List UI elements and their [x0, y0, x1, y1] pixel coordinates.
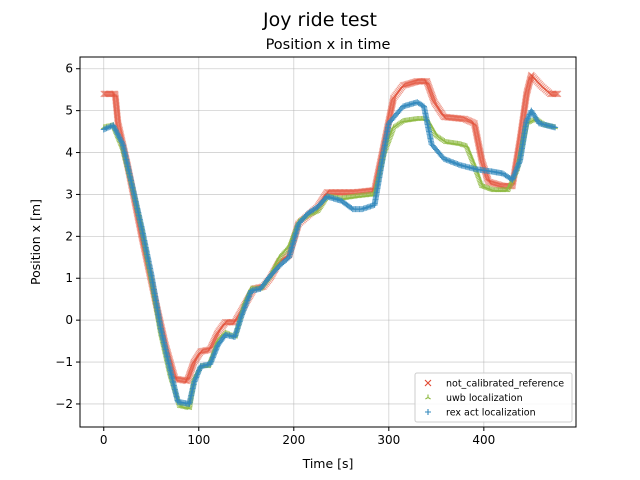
- data-point: [523, 118, 530, 125]
- y-tick-label: 5: [65, 104, 73, 118]
- data-point: [525, 114, 532, 121]
- series-3: [100, 99, 559, 407]
- legend-label: rex act localization: [446, 408, 536, 419]
- x-tick-label: 200: [282, 433, 305, 447]
- y-tick-label: 3: [65, 187, 73, 201]
- series-1: [100, 71, 562, 385]
- data-point: [100, 126, 107, 133]
- data-point: [196, 366, 203, 373]
- data-point: [119, 139, 126, 146]
- data-point: [192, 375, 199, 382]
- data-point: [104, 124, 111, 131]
- data-point: [115, 133, 122, 140]
- legend-marker: [425, 409, 431, 415]
- data-point: [117, 137, 124, 144]
- y-tick-label: −2: [55, 397, 73, 411]
- data-point: [116, 134, 123, 141]
- data-point: [114, 130, 121, 137]
- data-point: [110, 122, 117, 129]
- y-tick-label: −1: [55, 355, 73, 369]
- data-point: [103, 125, 110, 132]
- data-point: [525, 112, 532, 119]
- data-point: [193, 373, 200, 380]
- x-tick-label: 100: [187, 433, 210, 447]
- y-tick-label: 1: [65, 271, 73, 285]
- y-tick-label: 6: [65, 62, 73, 76]
- chart-suptitle: Joy ride test: [262, 9, 377, 31]
- y-axis-label: Position x [m]: [28, 199, 43, 285]
- x-tick-label: 0: [100, 433, 108, 447]
- legend-marker: [424, 379, 432, 387]
- data-point: [524, 115, 531, 122]
- legend-label: not_calibrated_reference: [446, 379, 564, 390]
- data-point: [552, 124, 559, 131]
- ticks: 0 100 200 300 400 −2 −1 0 1 2 3 4 5 6: [55, 62, 495, 447]
- axes-frame: [79, 56, 577, 428]
- y-tick-label: 0: [65, 313, 73, 327]
- data-point: [193, 374, 200, 381]
- data-point: [228, 318, 236, 326]
- x-tick-label: 300: [377, 433, 400, 447]
- legend-marker: [425, 394, 431, 400]
- data-point: [191, 380, 198, 387]
- data-point: [196, 367, 203, 374]
- data-point: [552, 90, 559, 98]
- data-point: [348, 205, 355, 212]
- y-tick-label: 4: [65, 146, 73, 160]
- data-point: [191, 378, 198, 385]
- data-point: [111, 124, 118, 131]
- data-point: [194, 370, 201, 377]
- data-point: [194, 371, 201, 378]
- legend-label: uwb localization: [446, 393, 523, 404]
- legend-box: [414, 372, 573, 423]
- data-point: [192, 377, 199, 384]
- data-point: [102, 125, 109, 132]
- data-point: [524, 116, 531, 123]
- data-point: [110, 123, 117, 130]
- data-point: [118, 138, 125, 145]
- chart-title: Position x in time: [266, 37, 391, 53]
- data-point: [117, 135, 124, 142]
- x-axis-label: Time [s]: [302, 456, 354, 471]
- y-tick-label: 2: [65, 229, 73, 243]
- data-point: [112, 127, 119, 134]
- plot-area: [100, 71, 562, 411]
- data-point: [115, 131, 122, 138]
- data-point: [113, 129, 120, 136]
- grid: [80, 57, 576, 427]
- data-point: [554, 90, 562, 98]
- x-tick-label: 400: [472, 433, 495, 447]
- data-point: [553, 90, 561, 98]
- data-point: [112, 126, 119, 133]
- data-point: [195, 368, 202, 375]
